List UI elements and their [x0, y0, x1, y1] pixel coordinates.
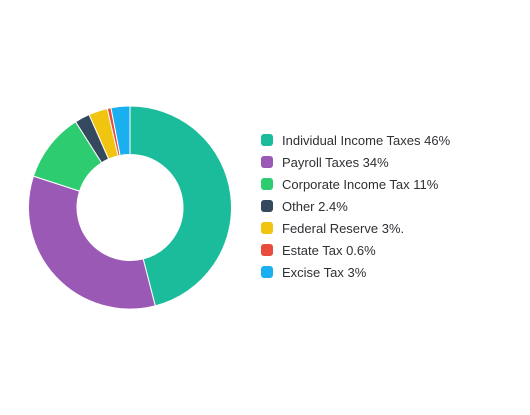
legend-item-6: Excise Tax 3% — [261, 261, 450, 283]
legend-label-6: Excise Tax 3% — [282, 264, 367, 280]
legend-label-3: Other 2.4% — [282, 198, 348, 214]
legend-item-2: Corporate Income Tax 11% — [261, 173, 450, 195]
legend-item-5: Estate Tax 0.6% — [261, 239, 450, 261]
legend-item-4: Federal Reserve 3%. — [261, 217, 450, 239]
donut-chart — [28, 105, 232, 310]
legend-swatch-4 — [261, 222, 273, 234]
legend-swatch-5 — [261, 244, 273, 256]
legend-label-0: Individual Income Taxes 46% — [282, 132, 451, 148]
legend-swatch-1 — [261, 156, 273, 168]
legend-item-0: Individual Income Taxes 46% — [261, 129, 450, 151]
chart-legend: Individual Income Taxes 46% Payroll Taxes… — [261, 129, 450, 283]
legend-swatch-3 — [261, 200, 273, 212]
legend-label-1: Payroll Taxes 34% — [282, 154, 389, 170]
legend-swatch-2 — [261, 178, 273, 190]
legend-label-5: Estate Tax 0.6% — [282, 242, 376, 258]
donut-slice-0 — [129, 105, 232, 307]
legend-label-2: Corporate Income Tax 11% — [282, 176, 439, 192]
legend-item-3: Other 2.4% — [261, 195, 450, 217]
donut-slice-1 — [28, 175, 156, 310]
legend-swatch-0 — [261, 134, 273, 146]
legend-label-4: Federal Reserve 3%. — [282, 220, 405, 236]
legend-item-1: Payroll Taxes 34% — [261, 151, 450, 173]
legend-swatch-6 — [261, 266, 273, 278]
donut-slice-6 — [110, 105, 131, 157]
